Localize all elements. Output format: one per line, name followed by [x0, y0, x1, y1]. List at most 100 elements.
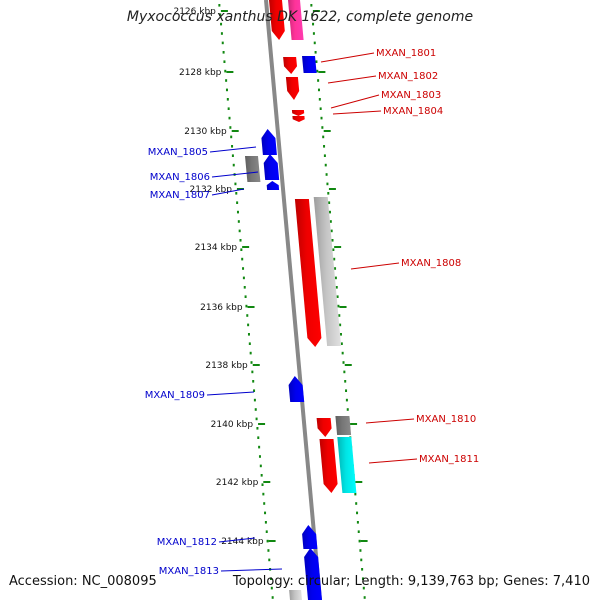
gene-block[interactable]	[292, 116, 305, 122]
ruler-track-right	[358, 539, 361, 543]
ruler-track-right	[339, 333, 342, 336]
gene-block[interactable]	[266, 181, 280, 190]
ruler-track-left	[228, 116, 231, 120]
ruler-track-right	[361, 568, 364, 571]
ruler-track-right	[335, 286, 338, 289]
ruler-track-left	[242, 276, 245, 280]
ruler-track-left	[247, 323, 250, 327]
ruler-track-right	[359, 549, 362, 552]
gene-label[interactable]: MXAN_1813	[159, 566, 219, 577]
gene-leader-line	[211, 171, 259, 178]
gene-leader-line	[209, 146, 257, 153]
ruler-track-left	[220, 22, 223, 26]
ruler-track-left	[264, 511, 267, 515]
gene-label[interactable]: MXAN_1810	[416, 414, 476, 425]
ruler-track-right	[315, 60, 318, 63]
gene-block[interactable]	[302, 525, 318, 549]
ruler-track-right	[317, 79, 320, 82]
gene-block[interactable]	[263, 154, 280, 180]
gene-leader-line	[327, 75, 377, 84]
ruler-track-right	[338, 314, 341, 317]
gene-leader-line	[320, 52, 375, 63]
ruler-tick-label: 2142 kbp	[216, 478, 259, 488]
ruler-track-left	[240, 248, 243, 251]
gene-label[interactable]: MXAN_1811	[419, 454, 479, 465]
gene-block[interactable]	[335, 416, 352, 435]
gene-block[interactable]	[316, 418, 332, 437]
ruler-track-left	[256, 427, 259, 430]
gene-block[interactable]	[302, 56, 317, 73]
ruler-track-left	[241, 257, 244, 261]
ruler-track-right	[345, 398, 348, 402]
gene-block[interactable]	[304, 548, 322, 600]
ruler-track-left	[230, 135, 233, 139]
gene-block[interactable]	[291, 110, 305, 116]
ruler-track-right	[334, 276, 337, 280]
gene-block[interactable]	[269, 0, 285, 40]
ruler-track-left	[235, 192, 238, 195]
ruler-track-right	[354, 492, 357, 496]
ruler-track-right	[328, 210, 331, 214]
gene-label[interactable]: MXAN_1807	[150, 190, 210, 201]
ruler-track-right	[321, 126, 324, 129]
ruler-track-right	[362, 586, 365, 590]
gene-label[interactable]: MXAN_1802	[378, 71, 438, 82]
gene-block[interactable]	[288, 0, 304, 40]
ruler-track-left	[250, 361, 253, 364]
ruler-track-right	[318, 98, 321, 101]
ruler-track-right	[331, 239, 334, 242]
ruler-track-left	[225, 79, 228, 82]
gene-leader-line	[220, 568, 283, 572]
ruler-track-right	[346, 408, 349, 411]
ruler-track-left	[226, 98, 229, 101]
ruler-track-left	[221, 41, 224, 45]
gene-block[interactable]	[294, 199, 322, 347]
ruler-tick-label: 2134 kbp	[195, 243, 238, 253]
gene-label[interactable]: MXAN_1812	[157, 537, 217, 548]
gene-block[interactable]	[283, 57, 297, 74]
ruler-track-right	[319, 107, 322, 110]
ruler-track-left	[222, 51, 225, 54]
gene-block[interactable]	[261, 129, 277, 155]
ruler-track-left	[269, 577, 272, 580]
gene-block[interactable]	[337, 437, 357, 493]
ruler-track-left	[258, 455, 261, 458]
gene-block[interactable]	[313, 197, 342, 346]
ruler-track-left	[223, 60, 226, 63]
gene-label[interactable]: MXAN_1801	[376, 48, 436, 59]
ruler-track-left	[265, 530, 268, 533]
ruler-track-left	[247, 333, 250, 336]
ruler-track-right	[344, 380, 347, 383]
ruler-track-left	[249, 351, 252, 355]
ruler-track-left	[227, 107, 230, 110]
ruler-track-left	[253, 398, 256, 402]
gene-leader-line	[211, 188, 245, 196]
gene-block[interactable]	[319, 439, 338, 493]
topology-label: Topology: circular; Length: 9,139,763 bp…	[232, 574, 590, 589]
ruler-track-right	[310, 4, 313, 7]
ruler-track-right	[361, 577, 364, 580]
ruler-track-left	[242, 267, 245, 270]
ruler-tick-label: 2132 kbp	[190, 185, 233, 195]
ruler-track-right	[316, 69, 319, 73]
gene-block[interactable]	[288, 376, 305, 402]
ruler-track-left	[248, 342, 251, 345]
gene-block[interactable]	[245, 156, 261, 182]
ruler-track-left	[255, 417, 258, 421]
ruler-track-left	[238, 229, 241, 233]
gene-label[interactable]: MXAN_1809	[145, 390, 205, 401]
gene-label[interactable]: MXAN_1805	[148, 147, 208, 158]
ruler-track-right	[345, 389, 348, 392]
ruler-track-left	[270, 586, 273, 590]
gene-block[interactable]	[285, 77, 300, 100]
ruler-track-right	[330, 229, 333, 233]
gene-label[interactable]: MXAN_1806	[150, 172, 210, 183]
genome-backbone	[264, 0, 322, 600]
gene-label[interactable]: MXAN_1808	[401, 258, 461, 269]
ruler-track-right	[332, 248, 335, 251]
gene-block[interactable]	[289, 590, 302, 600]
ruler-track-right	[341, 351, 344, 355]
gene-label[interactable]: MXAN_1803	[381, 90, 441, 101]
ruler-track-left	[261, 483, 264, 486]
gene-label[interactable]: MXAN_1804	[383, 106, 443, 117]
